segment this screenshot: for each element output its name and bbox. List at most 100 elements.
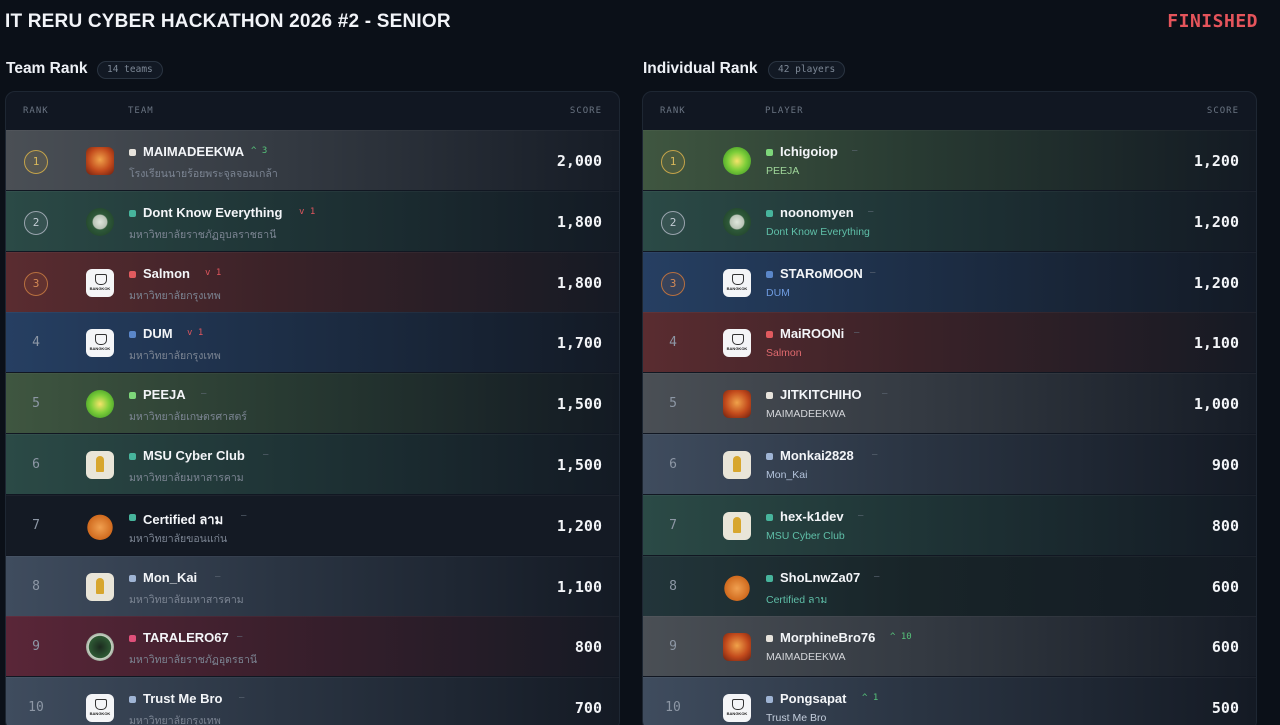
- rank-change-none: —: [237, 632, 243, 643]
- rank-change-up: ^ 1: [862, 693, 879, 704]
- team-row[interactable]: 10 Trust Me Bro — มหาวิทยาลัยกรุงเทพ 700: [6, 677, 619, 725]
- team-logo-icon: [723, 572, 751, 601]
- team-logo-icon: [86, 329, 114, 358]
- top-bar: IT RERU CYBER HACKATHON 2026 #2 - SENIOR…: [0, 0, 1280, 46]
- player-row[interactable]: 4 MaiROONi — Salmon 1,100: [643, 312, 1256, 373]
- team-logo-icon: [86, 511, 114, 540]
- rank-change-down: v 1: [299, 206, 316, 217]
- team-color-dot: [766, 270, 773, 278]
- team-color-dot: [129, 392, 136, 400]
- team-row[interactable]: 5 PEEJA — มหาวิทยาลัยเกษตรศาสตร์ 1,500: [6, 373, 619, 434]
- player-score: 800: [1211, 516, 1239, 535]
- rank-change-up: ^ 10: [890, 632, 912, 643]
- player-count-badge: 42 players: [768, 61, 846, 79]
- team-row[interactable]: 6 MSU Cyber Club — มหาวิทยาลัยมหาสารคาม …: [6, 433, 619, 494]
- player-team: PEEJA: [766, 165, 800, 177]
- player-team: DUM: [766, 286, 790, 299]
- player-name: MorphineBro76: [780, 630, 876, 646]
- player-row[interactable]: 7 hex-k1dev — MSU Cyber Club 800: [643, 494, 1256, 555]
- team-row[interactable]: 1 MAIMADEEKWA ^ 3 โรงเรียนนายร้อยพระจุลจ…: [6, 130, 619, 190]
- team-logo-icon: [86, 572, 114, 601]
- rank-number: 10: [28, 700, 44, 716]
- team-logo-icon: [86, 207, 114, 236]
- player-score: 1,200: [1193, 273, 1239, 292]
- team-score: 1,800: [556, 273, 602, 292]
- team-rank-table: RANK TEAM SCORE 1 MAIMADEEKWA ^ 3 โรงเรี…: [5, 91, 620, 725]
- player-team: Salmon: [766, 347, 802, 360]
- player-score: 500: [1211, 699, 1239, 718]
- team-row[interactable]: 7 Certified ลาม — มหาวิทยาลัยขอนแก่น 1,2…: [6, 494, 619, 555]
- team-logo-icon: [723, 694, 751, 723]
- team-school: มหาวิทยาลัยราชภัฏอุดรธานี: [129, 654, 258, 667]
- player-name: Pongsapat: [780, 691, 847, 707]
- player-score: 1,200: [1193, 152, 1239, 170]
- rank-change-none: —: [201, 389, 207, 400]
- rank-number: 5: [32, 396, 40, 412]
- team-name: Mon_Kai: [143, 569, 198, 585]
- team-row[interactable]: 9 TARALERO67 — มหาวิทยาลัยราชภัฏอุดรธานี…: [6, 616, 619, 677]
- player-row[interactable]: 8 ShoLnwZa07 — Certified ลาม 600: [643, 555, 1256, 616]
- team-row[interactable]: 4 DUM v 1 มหาวิทยาลัยกรุงเทพ 1,700: [6, 312, 619, 373]
- player-score: 1,200: [1193, 212, 1239, 231]
- team-logo-icon: [86, 633, 114, 662]
- team-name: MAIMADEEKWA: [143, 144, 245, 159]
- player-row[interactable]: 2 noonomyen — Dont Know Everything 1,200: [643, 190, 1256, 251]
- rank-medal: 3: [661, 271, 685, 296]
- player-row[interactable]: 1 Ichigoiop — PEEJA 1,200: [643, 130, 1256, 190]
- player-row[interactable]: 5 JITKITCHIHO — MAIMADEEKWA 1,000: [643, 373, 1256, 434]
- team-school: มหาวิทยาลัยราชภัฏอุบลราชธานี: [129, 228, 277, 241]
- rank-change-none: —: [239, 693, 245, 704]
- rank-medal: 2: [24, 210, 48, 235]
- team-color-dot: [766, 392, 773, 400]
- team-color-dot: [766, 513, 773, 521]
- team-score: 1,500: [556, 455, 602, 474]
- player-team: MAIMADEEKWA: [766, 651, 846, 664]
- team-school: มหาวิทยาลัยมหาสารคาม: [129, 471, 244, 484]
- column-header-rank: RANK: [23, 106, 49, 116]
- rank-change-none: —: [852, 146, 858, 156]
- individual-rank-header: Individual Rank 42 players: [642, 56, 1257, 84]
- team-color-dot: [129, 209, 136, 217]
- team-logo-icon: [723, 450, 751, 479]
- player-row[interactable]: 3 STARoMOON — DUM 1,200: [643, 251, 1256, 312]
- team-logo-icon: [723, 207, 751, 236]
- player-score: 1,000: [1193, 395, 1239, 414]
- rank-number: 5: [669, 396, 677, 412]
- team-row[interactable]: 2 Dont Know Everything v 1 มหาวิทยาลัยรา…: [6, 190, 619, 251]
- team-color-dot: [129, 331, 136, 339]
- team-name: TARALERO67: [143, 630, 229, 646]
- rank-number: 9: [32, 639, 40, 655]
- player-name: MaiROONi: [780, 326, 845, 342]
- player-name: Ichigoiop: [780, 144, 838, 159]
- team-score: 1,700: [556, 334, 602, 353]
- rank-change-none: —: [874, 571, 880, 582]
- player-row[interactable]: 10 Pongsapat ^ 1 Trust Me Bro 500: [643, 677, 1256, 725]
- team-color-dot: [766, 635, 773, 643]
- player-score: 600: [1211, 638, 1239, 657]
- team-row[interactable]: 8 Mon_Kai — มหาวิทยาลัยมหาสารคาม 1,100: [6, 555, 619, 616]
- team-school: มหาวิทยาลัยขอนแก่น: [129, 532, 228, 545]
- team-color-dot: [766, 452, 773, 460]
- team-name: Trust Me Bro: [143, 691, 223, 707]
- rank-number: 4: [669, 335, 677, 351]
- rank-medal: 1: [24, 150, 48, 174]
- team-logo-icon: [86, 694, 114, 723]
- team-row[interactable]: 3 Salmon v 1 มหาวิทยาลัยกรุงเทพ 1,800: [6, 251, 619, 312]
- rank-change-up: ^ 3: [251, 146, 268, 156]
- player-row[interactable]: 6 Monkai2828 — Mon_Kai 900: [643, 433, 1256, 494]
- team-rank-header: Team Rank 14 teams: [5, 56, 620, 84]
- player-row[interactable]: 9 MorphineBro76 ^ 10 MAIMADEEKWA 600: [643, 616, 1256, 677]
- team-score: 1,100: [556, 577, 602, 596]
- team-rank-title: Team Rank: [6, 60, 88, 77]
- team-logo-icon: [86, 390, 114, 419]
- column-header-player: PLAYER: [765, 106, 804, 116]
- individual-rank-title: Individual Rank: [643, 60, 758, 77]
- column-header-team: TEAM: [128, 106, 154, 116]
- team-name: DUM: [143, 326, 173, 342]
- rank-number: 6: [669, 456, 677, 472]
- rank-number: 8: [32, 578, 40, 594]
- player-team: MSU Cyber Club: [766, 529, 845, 542]
- rank-medal: 2: [661, 210, 685, 235]
- event-title: IT RERU CYBER HACKATHON 2026 #2 - SENIOR: [5, 11, 451, 32]
- rank-number: 8: [669, 578, 677, 594]
